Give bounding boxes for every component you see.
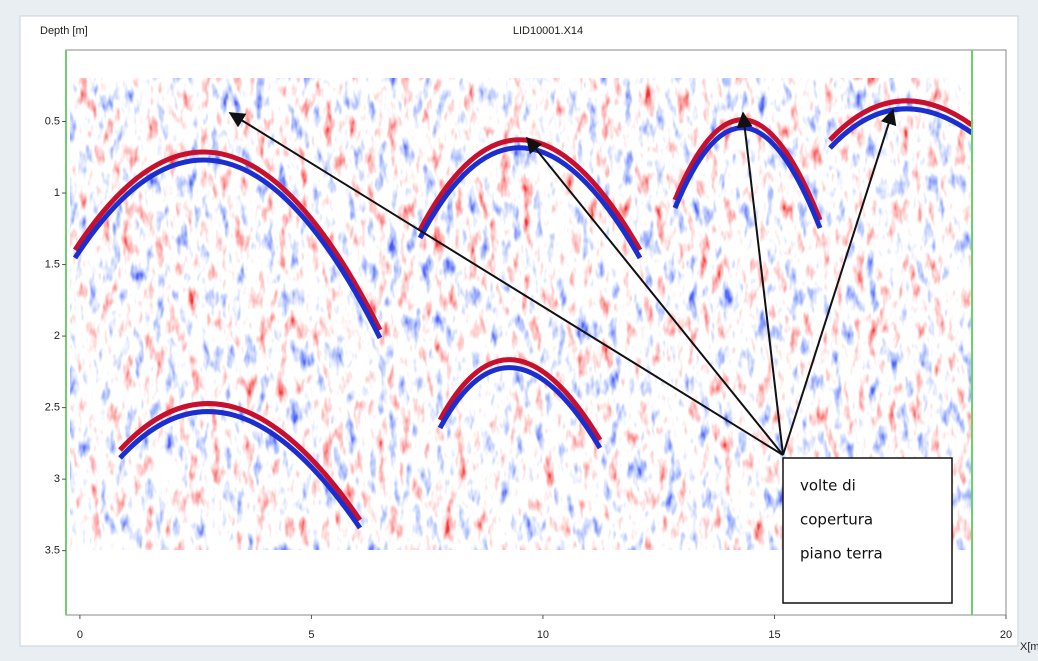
- hyperbola: [828, 98, 974, 142]
- y-tick-label: 3: [54, 473, 60, 485]
- hyperbola: [72, 157, 383, 340]
- x-tick-label: 20: [1000, 629, 1012, 641]
- plot-title: LID10001.X14: [513, 25, 583, 37]
- x-tick-label: 5: [308, 629, 314, 641]
- hyperbola: [437, 357, 603, 442]
- arrow: [525, 136, 784, 456]
- annotation-box: [782, 457, 953, 604]
- y-tick-label: 0.5: [45, 115, 60, 127]
- x-axis-label: X[m]: [1020, 641, 1038, 653]
- y-tick-label: 2.5: [45, 402, 60, 414]
- y-axis-label: Depth [m]: [40, 25, 88, 37]
- arrow: [736, 111, 784, 456]
- x-tick-label: 10: [537, 629, 549, 641]
- annotation-text: volte di: [800, 477, 856, 495]
- y-tick-label: 3.5: [45, 545, 60, 557]
- hyperbola: [118, 401, 363, 522]
- hyperbola: [828, 106, 974, 150]
- annotation-text: copertura: [800, 511, 873, 529]
- reflections: [72, 98, 974, 530]
- x-tick-label: 0: [77, 629, 83, 641]
- y-tick-label: 1: [54, 187, 60, 199]
- hyperbola: [417, 145, 643, 260]
- annotation-text: piano terra: [800, 545, 883, 563]
- hyperbola: [437, 365, 603, 450]
- arrow: [228, 112, 784, 456]
- hyperbola: [72, 149, 383, 332]
- hyperbola: [118, 409, 363, 530]
- y-tick-label: 2: [54, 330, 60, 342]
- x-tick-label: 15: [768, 629, 780, 641]
- y-tick-label: 1.5: [45, 258, 60, 270]
- hyperbola: [417, 137, 643, 252]
- arrows: [228, 108, 897, 456]
- arrow: [782, 108, 897, 456]
